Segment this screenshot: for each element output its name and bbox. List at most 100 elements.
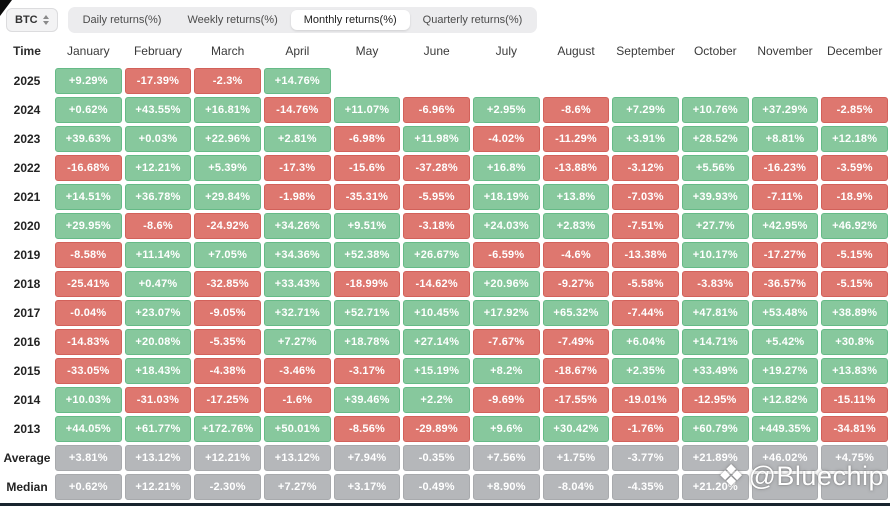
tab-monthly[interactable]: Monthly returns(%): [290, 9, 410, 30]
return-cell: -1.6%: [263, 387, 331, 413]
return-cell: +12.21%: [124, 155, 192, 181]
return-cell: -0.04%: [55, 300, 122, 326]
month-column-header: August: [557, 44, 595, 58]
return-cell: -2.30%: [194, 474, 261, 500]
month-column-header: March: [210, 44, 245, 58]
return-cell: -17.39%: [124, 68, 192, 94]
return-cell: +2.2%: [403, 387, 470, 413]
return-cell: +44.05%: [55, 416, 122, 442]
return-cell: -7.03%: [612, 184, 679, 210]
return-cell: -5.95%: [403, 184, 470, 210]
return-cell: +8.81%: [751, 126, 819, 152]
return-cell: +5.56%: [681, 155, 749, 181]
return-cell: -14.83%: [55, 329, 122, 355]
month-column-header: November: [757, 44, 813, 58]
return-cell: -34.81%: [821, 416, 888, 442]
return-cell: -9.27%: [542, 271, 610, 297]
return-cell: +18.43%: [124, 358, 192, 384]
return-cell: -18.99%: [333, 271, 401, 297]
return-cell: [334, 68, 401, 94]
month-column-header: May: [355, 44, 379, 58]
return-cell: -7.44%: [612, 300, 679, 326]
return-cell: +43.55%: [124, 97, 192, 123]
return-cell: +8.2%: [472, 358, 540, 384]
return-cell: -3.46%: [263, 358, 331, 384]
return-cell: +8.90%: [472, 474, 540, 500]
tab-quarterly[interactable]: Quarterly returns(%): [422, 13, 523, 26]
return-cell: -36.57%: [751, 271, 819, 297]
return-cell: +14.71%: [681, 329, 749, 355]
coin-selector[interactable]: BTC: [6, 7, 58, 32]
return-cell: +2.81%: [263, 126, 331, 152]
return-cell: +24.03%: [472, 213, 540, 239]
return-cell: +12.21%: [194, 445, 261, 471]
return-cell: [682, 68, 749, 94]
return-cell: +18.78%: [333, 329, 401, 355]
return-cell: [543, 68, 610, 94]
return-cell: -7.49%: [542, 329, 610, 355]
return-cell: +9.51%: [333, 213, 401, 239]
return-cell: +14.51%: [55, 184, 122, 210]
return-cell: +7.27%: [263, 329, 331, 355]
return-cell: +6.04%: [612, 329, 679, 355]
return-cell: +15.19%: [403, 358, 470, 384]
return-cell: -7.67%: [472, 329, 540, 355]
return-cell: +7.94%: [333, 445, 401, 471]
return-cell: +9.6%: [472, 416, 540, 442]
return-cell: -2.85%: [821, 97, 888, 123]
return-cell: -2.3%: [194, 68, 261, 94]
return-cell: -14.76%: [263, 97, 331, 123]
row-label: 2018: [13, 277, 41, 291]
return-cell: +21.20%: [681, 474, 749, 500]
return-cell: +10.76%: [681, 97, 749, 123]
return-cell: +32.71%: [263, 300, 331, 326]
return-cell: +39.46%: [333, 387, 401, 413]
row-label: 2020: [13, 219, 41, 233]
table-row: Median +0.62% +12.21% -2.30% +7.27% +3.17% -0.…: [2, 474, 888, 500]
return-cell: +2.83%: [542, 213, 610, 239]
return-cell: [612, 68, 679, 94]
return-cell: -9.69%: [472, 387, 540, 413]
return-cell: +16.8%: [472, 155, 540, 181]
return-cell: +39.63%: [55, 126, 122, 152]
tab-weekly[interactable]: Weekly returns(%): [187, 13, 278, 26]
return-cell: -7.51%: [612, 213, 679, 239]
table-row: 2013 +44.05% +61.77% +172.76% +50.01% -8.56% -…: [2, 416, 888, 442]
toolbar: BTC Daily returns(%) Weekly returns(%) Mon…: [6, 6, 888, 33]
month-column-header: June: [423, 44, 450, 58]
table-row: 2025 +9.29% -17.39% -2.3% +14.76%: [2, 68, 888, 94]
return-cell: -3.12%: [612, 155, 679, 181]
return-cell: -17.3%: [263, 155, 331, 181]
return-cell: +34.26%: [263, 213, 331, 239]
table-row: 2019 -8.58% +11.14% +7.05% +34.36% +52.38% +26…: [2, 242, 888, 268]
return-cell: +22.96%: [194, 126, 261, 152]
month-column-header: October: [693, 44, 737, 58]
return-cell: +18.19%: [472, 184, 540, 210]
bottom-frame-line: [0, 503, 890, 506]
return-cell: +27.14%: [403, 329, 470, 355]
return-cell: +16.81%: [194, 97, 261, 123]
return-cell: +61.77%: [124, 416, 192, 442]
return-cell: [821, 68, 888, 94]
return-cell: +3.17%: [333, 474, 401, 500]
return-cell: -5.35%: [194, 329, 261, 355]
return-cell: -11.29%: [542, 126, 610, 152]
row-label: 2017: [13, 306, 41, 320]
return-cell: -1.98%: [263, 184, 331, 210]
table-row: 2021 +14.51% +36.78% +29.84% -1.98% -35.31% -5…: [2, 184, 888, 210]
row-label: 2025: [13, 74, 41, 88]
return-cell: +20.96%: [472, 271, 540, 297]
return-cell: [821, 474, 888, 500]
return-cell: -24.92%: [194, 213, 261, 239]
return-cell: +7.27%: [263, 474, 331, 500]
return-cell: -8.6%: [124, 213, 192, 239]
return-cell: [752, 68, 819, 94]
row-label: 2015: [13, 364, 41, 378]
return-cell: +13.12%: [124, 445, 192, 471]
tab-daily[interactable]: Daily returns(%): [82, 13, 162, 26]
return-cell: -19.01%: [612, 387, 679, 413]
return-cell: -4.38%: [194, 358, 261, 384]
return-cell: [403, 68, 470, 94]
return-cell: -1.76%: [612, 416, 679, 442]
